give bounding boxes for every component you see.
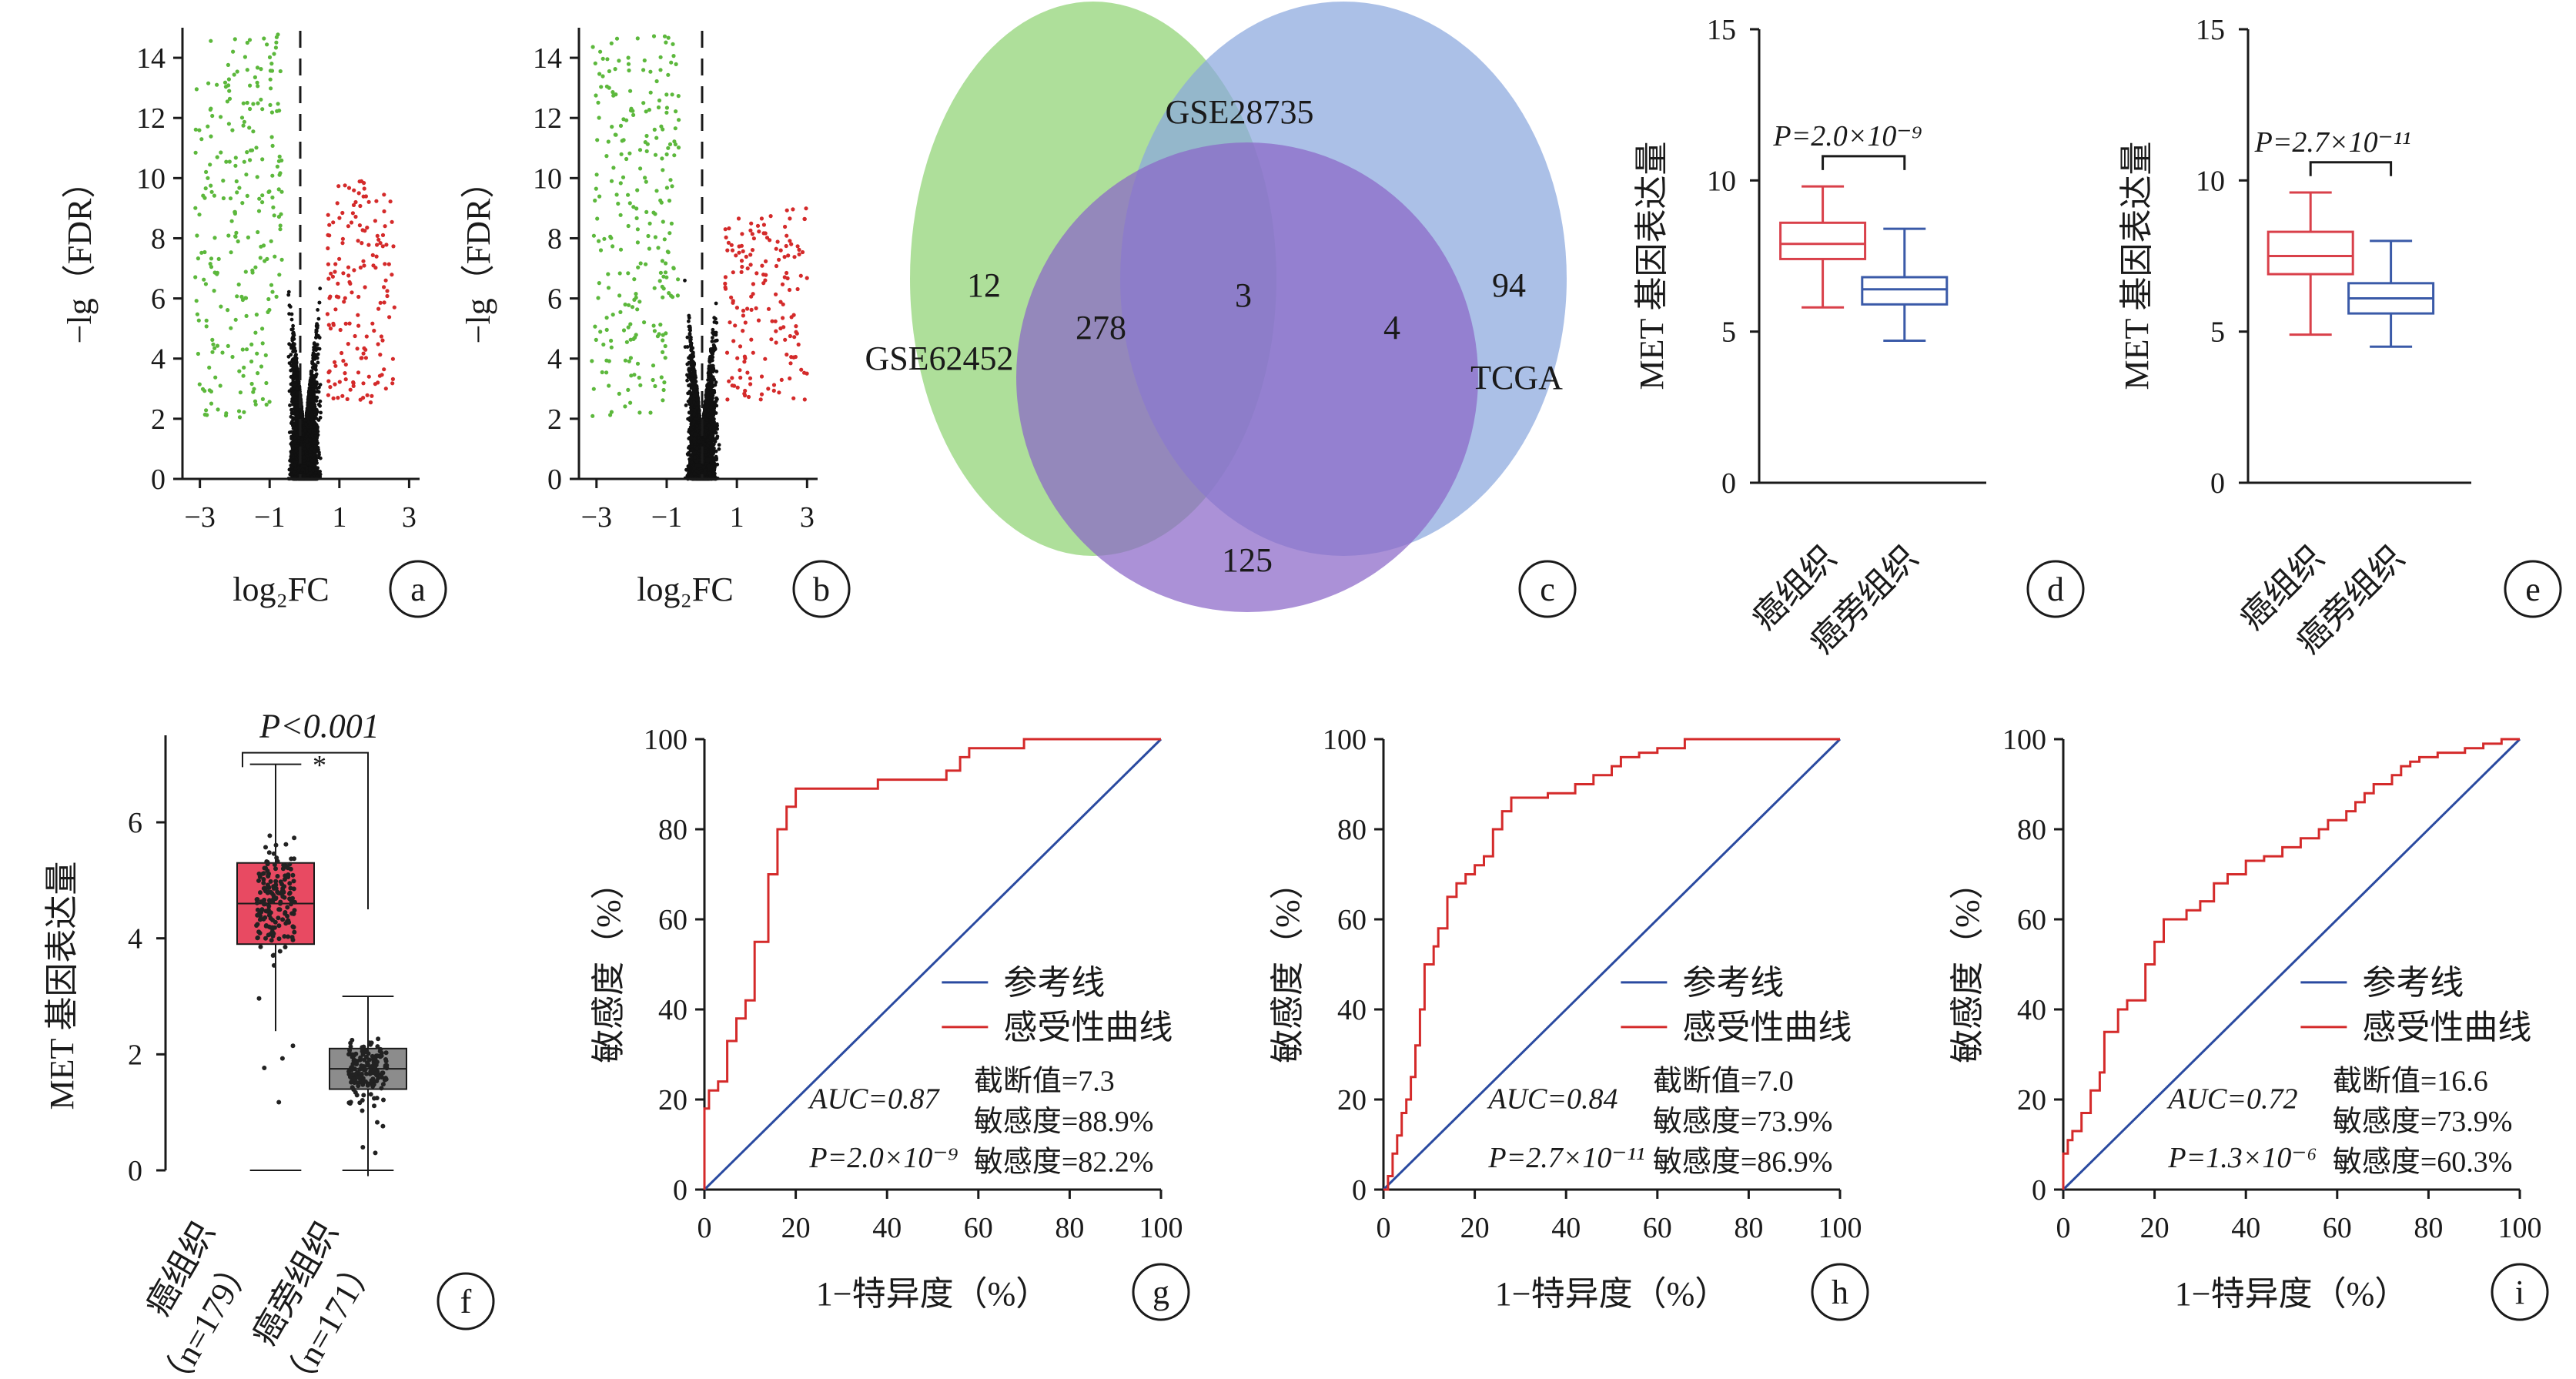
ns-point bbox=[315, 436, 319, 440]
ns-point bbox=[313, 444, 318, 449]
ns-point bbox=[317, 346, 322, 351]
ns-point bbox=[316, 390, 321, 394]
ns-point bbox=[294, 353, 298, 356]
ns-point bbox=[287, 342, 291, 346]
ns-point bbox=[313, 428, 317, 432]
ns-point bbox=[287, 303, 292, 308]
ns-point bbox=[290, 338, 295, 343]
ns-point bbox=[293, 463, 297, 467]
ns-point bbox=[291, 377, 296, 382]
ns-point bbox=[314, 353, 318, 357]
ns-point bbox=[318, 399, 323, 403]
ns-point bbox=[314, 348, 318, 353]
ns-point bbox=[308, 378, 313, 382]
ns-point bbox=[316, 425, 319, 430]
ns-point bbox=[287, 361, 292, 365]
ns-point bbox=[291, 326, 295, 331]
ns-point bbox=[317, 453, 321, 457]
ns-point bbox=[310, 387, 315, 392]
ns-point bbox=[290, 410, 294, 414]
ns-point bbox=[306, 416, 311, 420]
ns-point bbox=[316, 403, 321, 407]
ns-point bbox=[316, 308, 319, 312]
ns-point bbox=[294, 377, 299, 381]
ns-point bbox=[287, 467, 292, 472]
ns-point bbox=[309, 413, 314, 417]
ns-point bbox=[315, 343, 319, 346]
ns-point bbox=[289, 434, 293, 439]
ns-point bbox=[294, 367, 299, 372]
ns-point bbox=[292, 371, 296, 375]
ns-point bbox=[291, 393, 295, 397]
ns-point bbox=[314, 413, 318, 417]
ns-point bbox=[290, 420, 294, 424]
ns-point bbox=[289, 312, 294, 316]
ns-point bbox=[288, 403, 292, 407]
ns-point bbox=[312, 379, 316, 383]
ns-point bbox=[315, 335, 319, 339]
ns-point bbox=[286, 290, 291, 294]
ns-point bbox=[313, 464, 317, 468]
ns-point bbox=[289, 452, 294, 457]
ns-point bbox=[289, 317, 294, 322]
ns-point bbox=[318, 286, 323, 291]
ns-point bbox=[292, 342, 296, 346]
ns-point bbox=[289, 368, 293, 373]
ns-point bbox=[318, 416, 323, 420]
ns-point bbox=[318, 456, 323, 460]
ns-point bbox=[313, 440, 316, 445]
panel-a-points bbox=[193, 32, 396, 481]
ns-point bbox=[317, 470, 322, 474]
ns-point bbox=[286, 354, 291, 359]
ns-point bbox=[291, 323, 295, 328]
ns-point bbox=[289, 430, 293, 434]
ns-point bbox=[313, 365, 318, 370]
ns-point bbox=[314, 417, 319, 420]
ns-point bbox=[314, 330, 319, 334]
ns-point bbox=[316, 360, 320, 365]
ns-point bbox=[316, 316, 321, 321]
ns-point bbox=[314, 468, 319, 472]
ns-point bbox=[317, 300, 322, 305]
ns-point bbox=[316, 441, 319, 445]
ns-point bbox=[318, 383, 323, 387]
ns-point bbox=[287, 389, 292, 393]
